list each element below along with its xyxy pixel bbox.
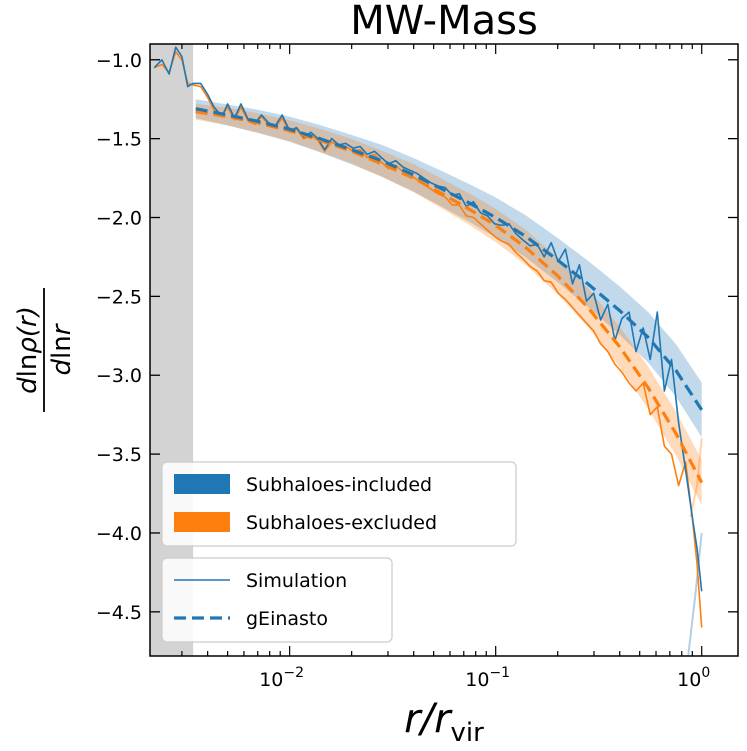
gEinasto-lines xyxy=(195,107,704,484)
legend-label: Subhaloes-excluded xyxy=(246,512,437,534)
chart-title: MW-Mass xyxy=(350,0,538,44)
legend: Subhaloes-included Subhaloes-excluded Simu… xyxy=(161,461,517,643)
y-tick-label: −2.5 xyxy=(96,286,142,308)
faint-line-included xyxy=(687,532,703,656)
faint-line-excluded xyxy=(689,438,703,518)
y-tick-label: −3.0 xyxy=(96,365,142,387)
shaded-region xyxy=(150,44,194,656)
svg-text:r/rvir: r/rvir xyxy=(404,696,484,747)
y-tick-label: −4.0 xyxy=(96,523,142,545)
y-tick-label: −2.0 xyxy=(96,208,142,230)
x-tick-label: 10−2 xyxy=(259,665,304,691)
y-tick-label: −1.0 xyxy=(96,50,142,72)
y-tick-label: −3.5 xyxy=(96,444,142,466)
band-excluded xyxy=(195,103,702,506)
x-axis-label: r/rvir xyxy=(404,696,484,748)
legend-label: Subhaloes-included xyxy=(246,474,432,496)
y-tick-label: −4.5 xyxy=(96,602,142,624)
legend-box xyxy=(161,557,393,643)
y-tick-label: −1.5 xyxy=(96,129,142,151)
confidence-bands xyxy=(195,99,702,506)
axes-frame xyxy=(149,43,739,657)
legend-label: gEinasto xyxy=(246,608,328,630)
excluded-resolution-region xyxy=(150,44,194,656)
gEinasto-line-included xyxy=(195,107,704,411)
x-tick-label: 10−1 xyxy=(465,665,510,691)
y-axis-label: dlnρ(r) dlnr xyxy=(13,288,77,412)
legend-patch-1 xyxy=(174,512,230,532)
legend-patch-0 xyxy=(174,474,230,494)
faint-lines xyxy=(687,438,703,656)
legend-label: Simulation xyxy=(246,570,347,592)
x-tick-label: 100 xyxy=(677,665,710,691)
svg-text:dlnρ(r): dlnρ(r) xyxy=(13,306,43,394)
legend-box xyxy=(161,461,517,547)
band-included xyxy=(195,99,702,438)
svg-text:dlnr: dlnr xyxy=(47,322,77,375)
